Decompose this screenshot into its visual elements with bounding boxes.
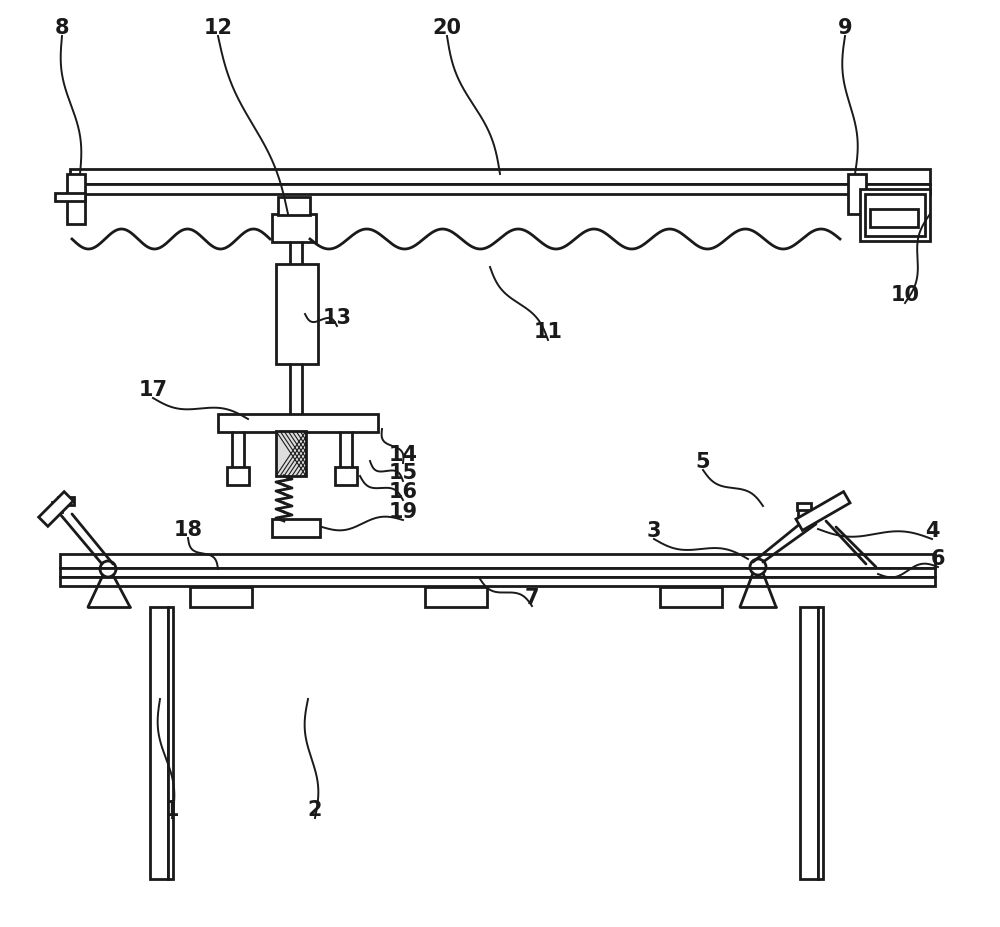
- Bar: [60, 578, 935, 587]
- Bar: [190, 588, 252, 607]
- Text: 8: 8: [55, 18, 69, 38]
- Bar: [660, 588, 722, 607]
- Text: 15: 15: [388, 463, 418, 482]
- Text: 14: 14: [389, 445, 418, 464]
- Bar: [272, 519, 320, 538]
- Text: 13: 13: [323, 308, 352, 327]
- Bar: [870, 210, 918, 228]
- Bar: [52, 502, 62, 513]
- Text: 7: 7: [525, 588, 539, 607]
- Polygon shape: [39, 492, 73, 527]
- Bar: [425, 588, 487, 607]
- Text: 17: 17: [139, 379, 168, 400]
- Bar: [818, 607, 823, 879]
- Text: 2: 2: [308, 799, 322, 819]
- Bar: [58, 498, 74, 505]
- Text: 12: 12: [204, 18, 233, 38]
- Text: 16: 16: [389, 481, 418, 502]
- Bar: [797, 503, 811, 511]
- Text: 10: 10: [891, 285, 920, 305]
- Bar: [70, 184, 930, 195]
- Bar: [60, 568, 935, 578]
- Bar: [70, 170, 930, 184]
- Bar: [848, 175, 866, 215]
- Bar: [276, 265, 318, 364]
- Text: 18: 18: [174, 519, 203, 540]
- Bar: [860, 190, 930, 242]
- Bar: [272, 215, 316, 243]
- Polygon shape: [796, 492, 850, 531]
- Bar: [227, 467, 249, 486]
- Bar: [335, 467, 357, 486]
- Bar: [150, 607, 168, 879]
- Bar: [67, 175, 85, 224]
- Bar: [276, 432, 306, 476]
- Text: 4: 4: [925, 520, 939, 540]
- Bar: [55, 194, 85, 202]
- Text: 11: 11: [534, 322, 562, 342]
- Text: 19: 19: [388, 502, 418, 521]
- Bar: [278, 197, 310, 216]
- Bar: [218, 414, 378, 433]
- Text: 20: 20: [433, 18, 462, 38]
- Text: 1: 1: [165, 799, 179, 819]
- Bar: [168, 607, 173, 879]
- Text: 6: 6: [931, 549, 945, 568]
- Bar: [865, 195, 925, 236]
- Text: 3: 3: [647, 520, 661, 540]
- Bar: [800, 607, 818, 879]
- Text: 9: 9: [838, 18, 852, 38]
- Text: 5: 5: [696, 451, 710, 472]
- Bar: [60, 554, 935, 568]
- Bar: [798, 507, 808, 519]
